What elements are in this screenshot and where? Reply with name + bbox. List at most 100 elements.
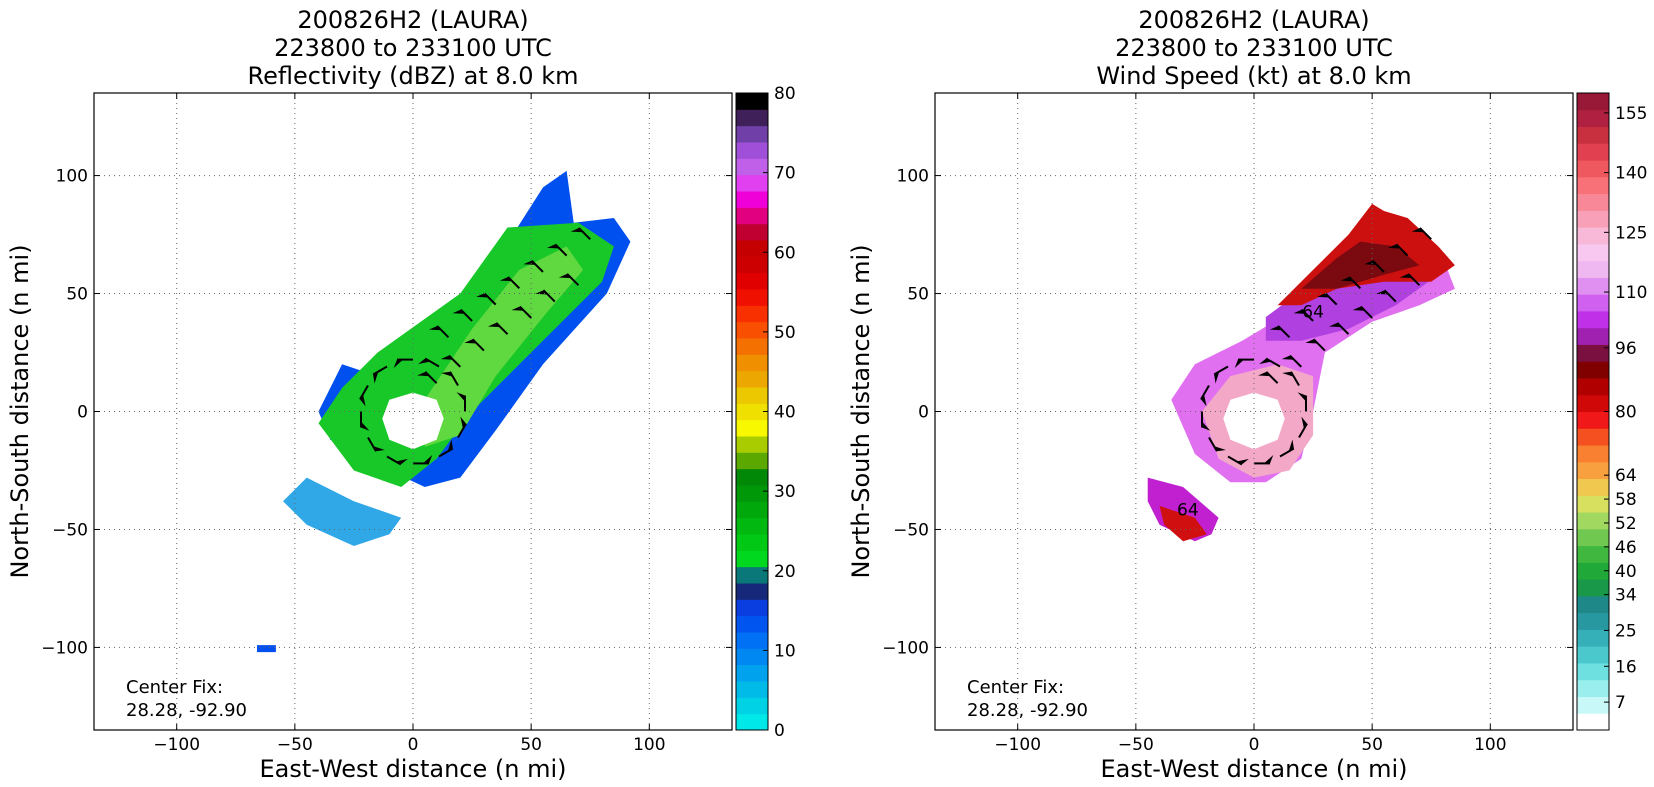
- wind-barb: [1213, 365, 1229, 376]
- wind-barb-flag: [393, 359, 403, 368]
- colorbar-segment: [736, 452, 768, 470]
- colorbar-segment: [1577, 344, 1609, 362]
- wind-barb: [1290, 371, 1300, 387]
- colorbar-segment: [1577, 445, 1609, 463]
- x-tick-label: 50: [1361, 735, 1383, 755]
- chart-title: 200826H2 (LAURA) 223800 to 233100 UTC Wi…: [935, 6, 1573, 90]
- wind-barb-flag: [1301, 416, 1308, 429]
- title-line-field: Wind Speed (kt) at 8.0 km: [1096, 62, 1412, 90]
- field-isolated-echo: [257, 645, 276, 653]
- wind-barb-flag: [1200, 394, 1207, 407]
- field-eye: [1223, 392, 1285, 450]
- wind-barb-flag: [1269, 325, 1283, 331]
- colorbar-tick-label: 155: [1615, 104, 1647, 124]
- wind-barb-flag: [1214, 371, 1220, 384]
- wind-barb-flag: [1202, 421, 1211, 431]
- colorbar-tick-label: 25: [1615, 621, 1637, 641]
- wind-barb-flag: [1288, 439, 1294, 452]
- colorbar-segment: [736, 664, 768, 682]
- wind-barb-flag: [372, 446, 385, 452]
- colorbar-segment: [1577, 361, 1609, 379]
- colorbar-segment: [736, 272, 768, 290]
- colorbar-segment: [736, 648, 768, 666]
- colorbar-tick-label: 46: [1615, 538, 1637, 558]
- field-features: [257, 170, 631, 653]
- wind-barbs: [359, 227, 591, 466]
- colorbar-segment: [736, 403, 768, 421]
- colorbar-segment: [736, 681, 768, 698]
- colorbar-segment: [1577, 109, 1609, 128]
- colorbar-segment: [736, 240, 768, 257]
- colorbar-segment: [1577, 411, 1609, 429]
- wind-barb-flag: [1411, 227, 1425, 233]
- colorbar-segment: [1577, 696, 1609, 714]
- colorbar-segment: [1577, 176, 1609, 195]
- colorbar-segment: [736, 387, 768, 404]
- wind-barb: [1371, 259, 1385, 273]
- y-tick-label: 0: [77, 403, 88, 423]
- x-tick-label: 0: [1249, 735, 1260, 755]
- wind-barb-flag: [1364, 260, 1377, 265]
- colorbar: 7 16 25 34 40 46 52 58 64 80 96 110 125 140 155: [1576, 92, 1647, 731]
- colorbar-segment: [1577, 294, 1609, 312]
- colorbar-segment: [1577, 243, 1609, 262]
- x-tick-label: −50: [277, 735, 313, 755]
- wind-barb-flag: [1305, 339, 1318, 344]
- colorbar-segment: [736, 174, 768, 192]
- colorbar-segment: [1577, 377, 1609, 396]
- wind-barb-flag: [1234, 359, 1244, 368]
- colorbar-segment: [1577, 93, 1609, 111]
- x-tick-label: 50: [520, 735, 542, 755]
- field-southwest-red: [1159, 505, 1207, 542]
- colorbar-segment: [736, 256, 768, 274]
- x-tick-label: −100: [153, 735, 200, 755]
- wind-barb-flag: [547, 244, 560, 249]
- colorbar-segment: [736, 517, 768, 535]
- colorbar-tick-label: 50: [774, 323, 796, 343]
- y-tick-label: −50: [52, 520, 88, 540]
- wind-barb-flag: [499, 276, 513, 282]
- colorbar-segment: [736, 93, 768, 110]
- colorbar-tick-label: 140: [1615, 164, 1647, 184]
- colorbar-segment: [1577, 394, 1609, 412]
- colorbar-segment: [1577, 277, 1609, 295]
- colorbar-segment: [1577, 595, 1609, 614]
- wind-barb: [372, 365, 388, 376]
- colorbar-segment: [736, 305, 768, 323]
- wind-barb-flag: [456, 392, 465, 402]
- y-tick-label: −100: [41, 638, 88, 658]
- x-tick-label: 0: [408, 735, 419, 755]
- colorbar-tick-label: 0: [774, 721, 785, 741]
- colorbar-segment: [736, 550, 768, 568]
- wind-barb-flag: [1213, 446, 1226, 452]
- wind-barbs: [1200, 227, 1432, 466]
- x-tick-label: 100: [633, 735, 665, 755]
- colorbar-segment: [736, 158, 768, 176]
- colorbar-segment: [736, 632, 768, 649]
- wind-barb: [367, 436, 377, 452]
- wind-barb-flag: [1297, 392, 1306, 402]
- wind-barb-flag: [1281, 355, 1295, 360]
- colorbar-segment: [1577, 227, 1609, 245]
- wind-barb: [1419, 227, 1432, 240]
- colorbar-segment: [736, 125, 768, 143]
- colorbar-segment: [1577, 612, 1609, 630]
- wind-barb-flag: [441, 371, 454, 377]
- colorbar-tick-label: 30: [774, 482, 796, 502]
- y-axis-label: North-South distance (n mi): [6, 244, 34, 578]
- wind-barb-flag: [523, 260, 536, 265]
- colorbar-segment: [736, 223, 768, 241]
- field-dark-red-core: [1301, 241, 1420, 289]
- colorbar-segment: [736, 370, 768, 388]
- center-fix-label: Center Fix:: [967, 677, 1064, 698]
- colorbar-segment: [1577, 495, 1609, 513]
- title-line-time: 223800 to 233100 UTC: [274, 34, 552, 62]
- wind-barb-flag: [1399, 273, 1413, 279]
- wind-barb: [1395, 243, 1409, 257]
- wind-barb-flag: [460, 416, 467, 429]
- colorbar-segment: [736, 207, 768, 225]
- colorbar-tick-label: 20: [774, 562, 796, 582]
- colorbar-tick-label: 40: [774, 403, 796, 423]
- colorbar-segment: [736, 436, 768, 453]
